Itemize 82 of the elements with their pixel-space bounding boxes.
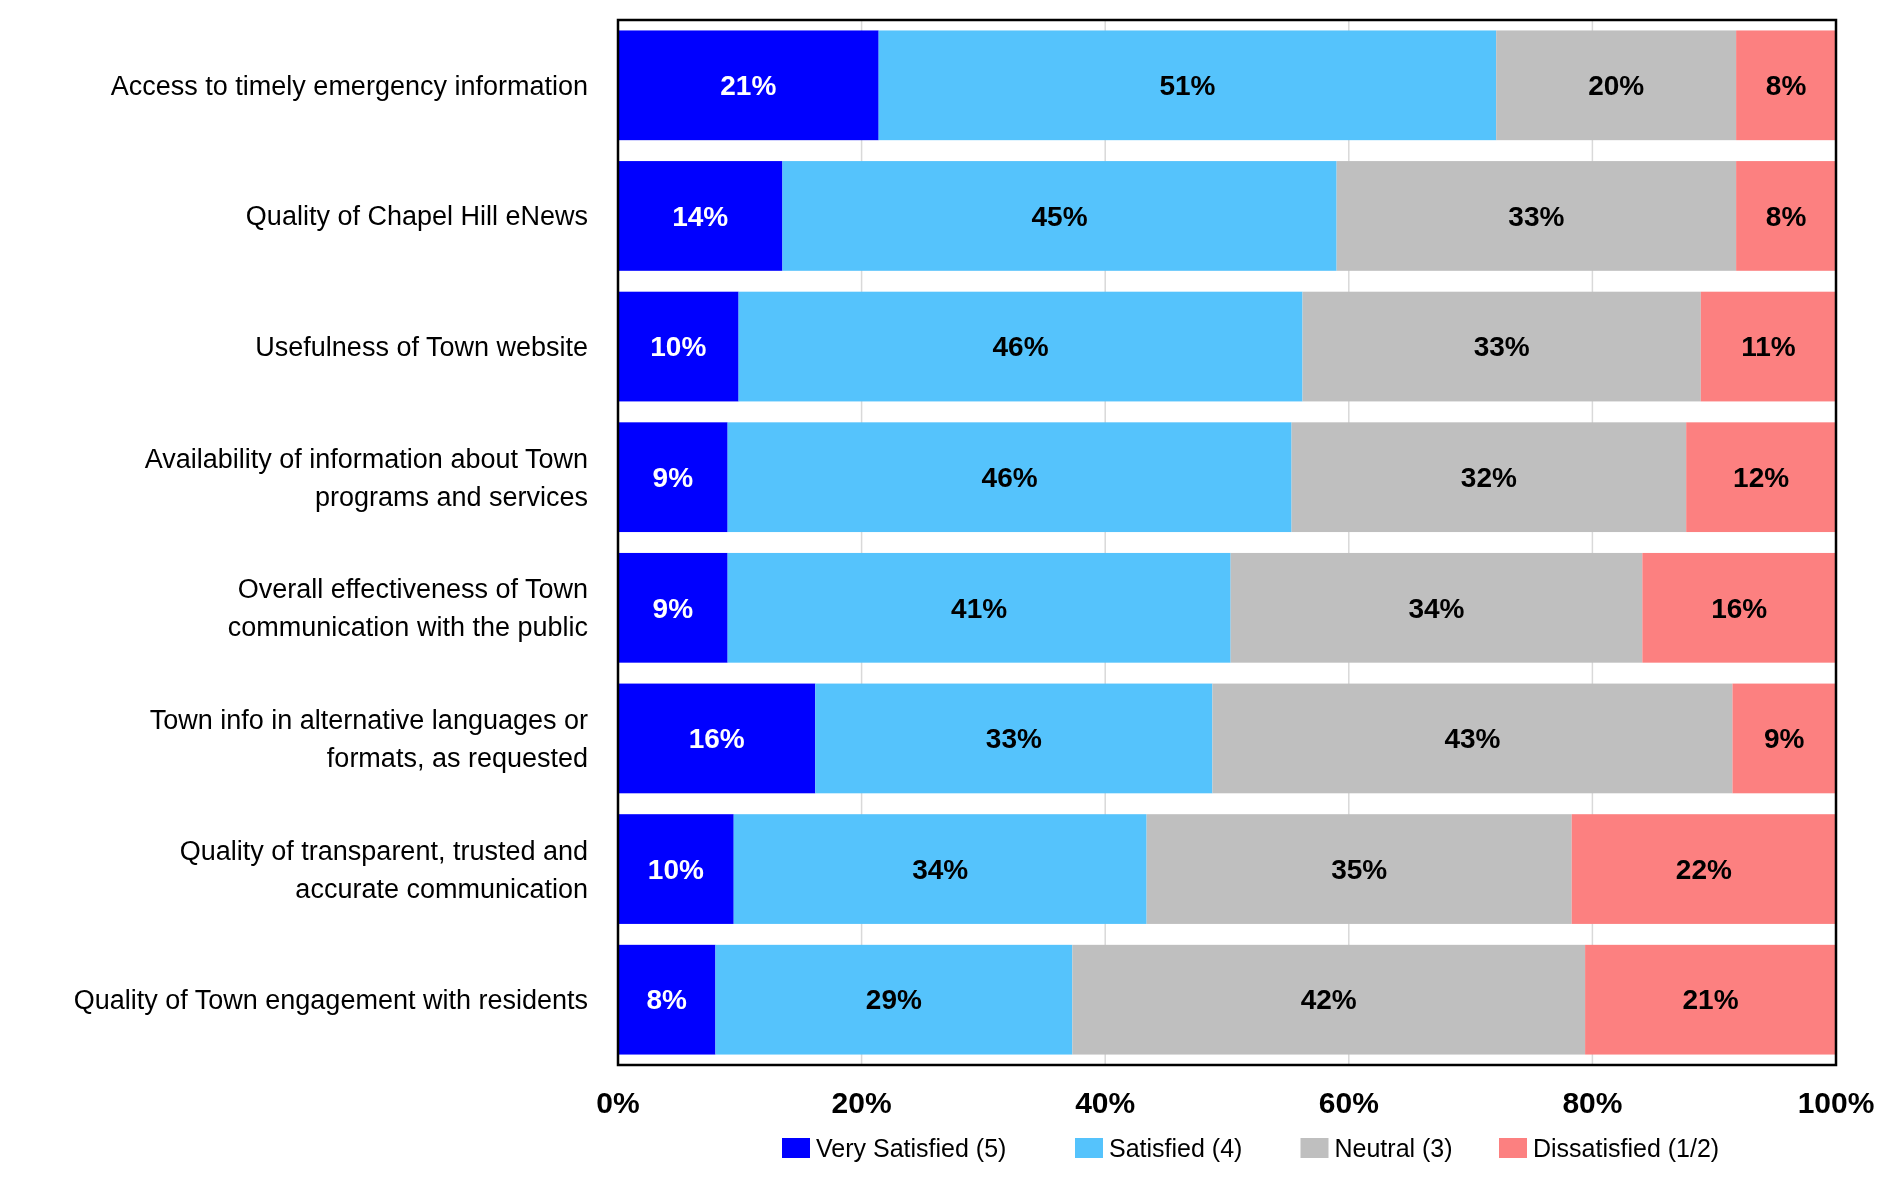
x-tick-label: 20% [831, 1086, 892, 1119]
legend-label: Satisfied (4) [1109, 1133, 1243, 1162]
bar [1736, 161, 1836, 271]
data-label: 20% [1588, 70, 1645, 102]
data-label: 51% [1159, 70, 1216, 102]
data-label: 33% [1508, 200, 1565, 232]
bar [1230, 552, 1643, 663]
data-label: 21% [1682, 984, 1739, 1016]
bar [1336, 161, 1737, 271]
bar [618, 944, 716, 1055]
bar [1291, 422, 1687, 533]
bar [815, 683, 1213, 794]
x-tick-label: 60% [1318, 1086, 1379, 1119]
data-label: 11% [1741, 331, 1796, 363]
bar [1736, 30, 1836, 141]
bar [1571, 814, 1836, 924]
data-label: 41% [951, 592, 1008, 624]
data-label: 43% [1444, 723, 1501, 755]
y-tick-label: Town info in alternative languages or formats, as requested [149, 704, 588, 773]
bar [782, 161, 1337, 271]
data-label: 10% [650, 331, 707, 363]
bar [1686, 422, 1836, 533]
data-label: 8% [1765, 200, 1807, 232]
bar [618, 422, 728, 533]
data-label: 35% [1331, 853, 1388, 885]
bar [738, 291, 1303, 402]
bar [618, 552, 728, 663]
data-label: 8% [646, 984, 688, 1016]
data-label: 33% [985, 723, 1042, 755]
data-label: 34% [1408, 592, 1465, 624]
bar [1700, 291, 1836, 402]
bar [1302, 291, 1701, 402]
bar [618, 30, 879, 141]
bar [618, 161, 783, 271]
bar [1212, 683, 1733, 794]
y-tick-label: Overall effectiveness of Town communication with the public [227, 574, 588, 643]
x-tick-label: 80% [1562, 1086, 1623, 1119]
y-tick-label: Quality of transparent, trusted and accurate communication [179, 835, 588, 904]
data-label: 16% [1711, 592, 1768, 624]
bar [1585, 944, 1836, 1055]
bar [618, 291, 739, 402]
data-label: 34% [912, 853, 969, 885]
bar [618, 683, 816, 794]
legend-label: Dissatisfied (1/2) [1533, 1133, 1720, 1162]
legend-label: Very Satisfied (5) [816, 1133, 1007, 1162]
y-tick-label: Access to timely emergency information [110, 70, 588, 101]
bar [733, 814, 1147, 924]
bar [1072, 944, 1586, 1055]
bar [715, 944, 1073, 1055]
bar [727, 422, 1292, 533]
data-label: 9% [652, 461, 694, 493]
bar [727, 552, 1231, 663]
data-label: 33% [1473, 331, 1530, 363]
bar [1146, 814, 1572, 924]
data-label: 14% [672, 200, 729, 232]
bar [618, 814, 734, 924]
bar [878, 30, 1497, 141]
bar [1496, 30, 1737, 141]
y-tick-label: Usefulness of Town website [255, 332, 588, 363]
data-label: 10% [647, 853, 704, 885]
data-label: 46% [992, 331, 1049, 363]
data-label: 21% [720, 70, 777, 102]
bar [1732, 683, 1836, 794]
data-label: 16% [688, 723, 745, 755]
data-label: 12% [1733, 461, 1790, 493]
x-tick-label: 40% [1075, 1086, 1136, 1119]
data-label: 46% [981, 461, 1038, 493]
data-label: 9% [652, 592, 694, 624]
data-label: 32% [1460, 461, 1517, 493]
bar [1642, 552, 1836, 663]
legend-label: Neutral (3) [1334, 1133, 1453, 1162]
x-tick-label: 100% [1797, 1086, 1875, 1119]
data-label: 9% [1764, 723, 1805, 755]
data-label: 29% [865, 984, 922, 1016]
y-tick-label: Quality of Chapel Hill eNews [245, 201, 588, 232]
y-tick-label: Quality of Town engagement with residents [73, 985, 588, 1016]
data-label: 42% [1300, 984, 1357, 1016]
data-label: 22% [1675, 853, 1732, 885]
y-tick-label: Availability of information about Town programs and services [144, 443, 588, 512]
data-label: 45% [1031, 200, 1088, 232]
data-label: 8% [1765, 70, 1807, 102]
x-tick-label: 0% [596, 1086, 640, 1119]
